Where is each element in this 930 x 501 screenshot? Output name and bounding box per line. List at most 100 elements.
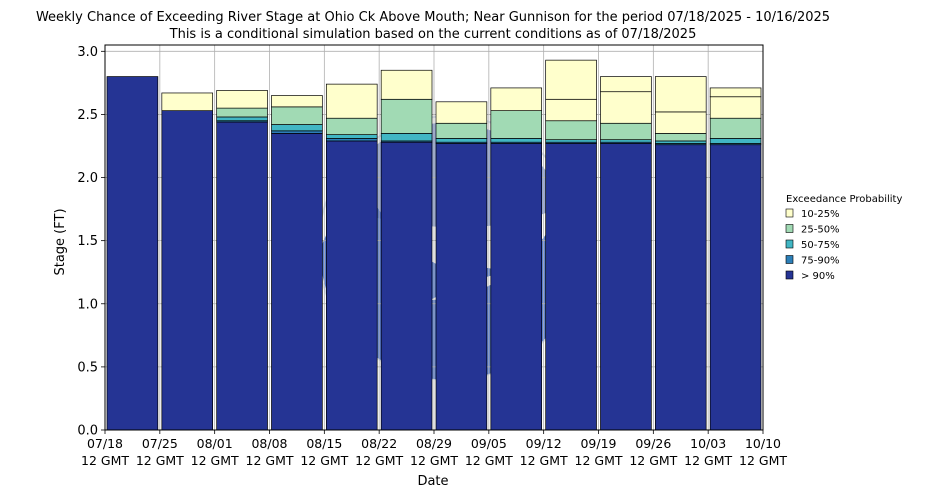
bar-segment (271, 133, 323, 431)
x-tick-label: 12 GMT (191, 453, 239, 468)
y-tick-label: 1.0 (77, 297, 98, 312)
legend-swatch (785, 224, 794, 233)
legend-swatch (785, 270, 794, 280)
x-tick-label: 12 GMT (629, 453, 677, 468)
bar-segment (271, 106, 323, 125)
x-tick-label: 09/19 (580, 436, 616, 451)
y-tick-label: 1.5 (77, 234, 98, 249)
bar-segment (325, 140, 378, 431)
bar-segment (271, 124, 323, 132)
x-tick-label: 12 GMT (300, 453, 348, 468)
x-tick-label: 12 GMT (246, 453, 294, 468)
chart-title: Weekly Chance of Exceeding River Stage a… (36, 10, 830, 25)
x-tick-label: 08/22 (361, 436, 397, 451)
bar-segment (216, 107, 268, 118)
bar-segment (545, 120, 597, 141)
bar-segment (380, 141, 433, 431)
legend-entry: 10-25% (801, 209, 840, 220)
bar-segment (106, 76, 159, 431)
y-axis-label: Stage (FT) (53, 208, 68, 275)
x-tick-label: 09/12 (526, 436, 562, 451)
bar-segment (600, 143, 652, 431)
bar-segment (654, 76, 707, 113)
legend-entry: > 90% (801, 271, 835, 282)
x-tick-label: 12 GMT (575, 453, 623, 468)
bar-segment (490, 87, 543, 111)
x-tick-label: 12 GMT (355, 453, 403, 468)
bar-segment (490, 143, 543, 431)
bar-segment (545, 139, 597, 143)
legend-swatch (785, 255, 794, 264)
bar-segment (161, 92, 214, 111)
y-tick-label: 2.5 (77, 108, 98, 123)
legend: Exceedance Probability 10-25% 25-50% 50-75… (785, 194, 902, 282)
y-tick-label: 0.0 (77, 424, 98, 439)
y-tick-label: 3.0 (77, 45, 98, 60)
bar-segment (325, 134, 378, 139)
x-tick-label: 07/25 (142, 436, 178, 451)
bar-segment (216, 121, 268, 431)
x-tick-label: 09/05 (471, 436, 507, 451)
x-tick-label: 10/03 (690, 436, 726, 451)
bar-segment (654, 140, 707, 144)
plot-frame (104, 44, 764, 431)
y-tick-label: 0.5 (77, 360, 98, 375)
bar-segment (490, 110, 543, 139)
chart-subtitle: This is a conditional simulation based o… (169, 27, 697, 42)
bar-segment (545, 98, 597, 122)
bar-segment (325, 83, 378, 119)
x-tick-label: 12 GMT (81, 453, 129, 468)
x-tick-label: 08/01 (197, 436, 233, 451)
bar-segment (271, 95, 323, 108)
legend-entry: 25-50% (801, 225, 840, 236)
x-tick-label: 07/18 (87, 436, 123, 451)
bar-segment (600, 76, 652, 93)
bar-segment (709, 138, 762, 144)
bar-segment (600, 122, 652, 141)
bar-segment (545, 59, 597, 100)
bars (106, 59, 762, 431)
x-tick-label: 12 GMT (465, 453, 513, 468)
bar-segment (325, 138, 378, 142)
bar-segment (490, 138, 543, 143)
x-tick-label: 09/26 (635, 436, 671, 451)
x-axis-label: Date (417, 474, 448, 489)
bar-segment (435, 138, 488, 143)
bar-segment (600, 91, 652, 124)
x-tick-label: 08/15 (306, 436, 342, 451)
x-tick-label: 12 GMT (136, 453, 184, 468)
bar-segment (654, 111, 707, 134)
bar-segment (435, 101, 488, 124)
bar-segment (654, 144, 707, 431)
bar-segment (709, 96, 762, 119)
bar-segment (271, 130, 323, 134)
bar-segment (709, 87, 762, 98)
x-tick-label: 08/29 (416, 436, 452, 451)
bar-segment (709, 117, 762, 139)
bar-segment (380, 69, 433, 100)
bar-segment (161, 110, 214, 431)
bar-segment (709, 144, 762, 431)
bar-segment (545, 143, 597, 431)
legend-entry: 75-90% (801, 256, 840, 267)
x-tick-label: 12 GMT (739, 453, 787, 468)
bar-segment (600, 139, 652, 143)
x-tick-label: 08/08 (251, 436, 287, 451)
x-tick-label: 12 GMT (684, 453, 732, 468)
legend-swatch (785, 208, 794, 218)
bar-segment (325, 117, 378, 135)
axes: 0.0 0.5 1.0 1.5 2.0 2.5 3.0 07/18 12 GMT 07/25 12 … (77, 44, 787, 468)
bar-segment (435, 143, 488, 431)
bar-segment (216, 116, 268, 122)
bar-segment (380, 98, 433, 134)
x-tick-label: 10/10 (745, 436, 781, 451)
bar-segment (380, 133, 433, 142)
legend-title: Exceedance Probability (786, 194, 902, 205)
x-tick-label: 12 GMT (410, 453, 458, 468)
bar-segment (435, 122, 488, 139)
bar-segment (654, 133, 707, 142)
y-tick-label: 2.0 (77, 171, 98, 186)
legend-entry: 50-75% (801, 240, 840, 251)
